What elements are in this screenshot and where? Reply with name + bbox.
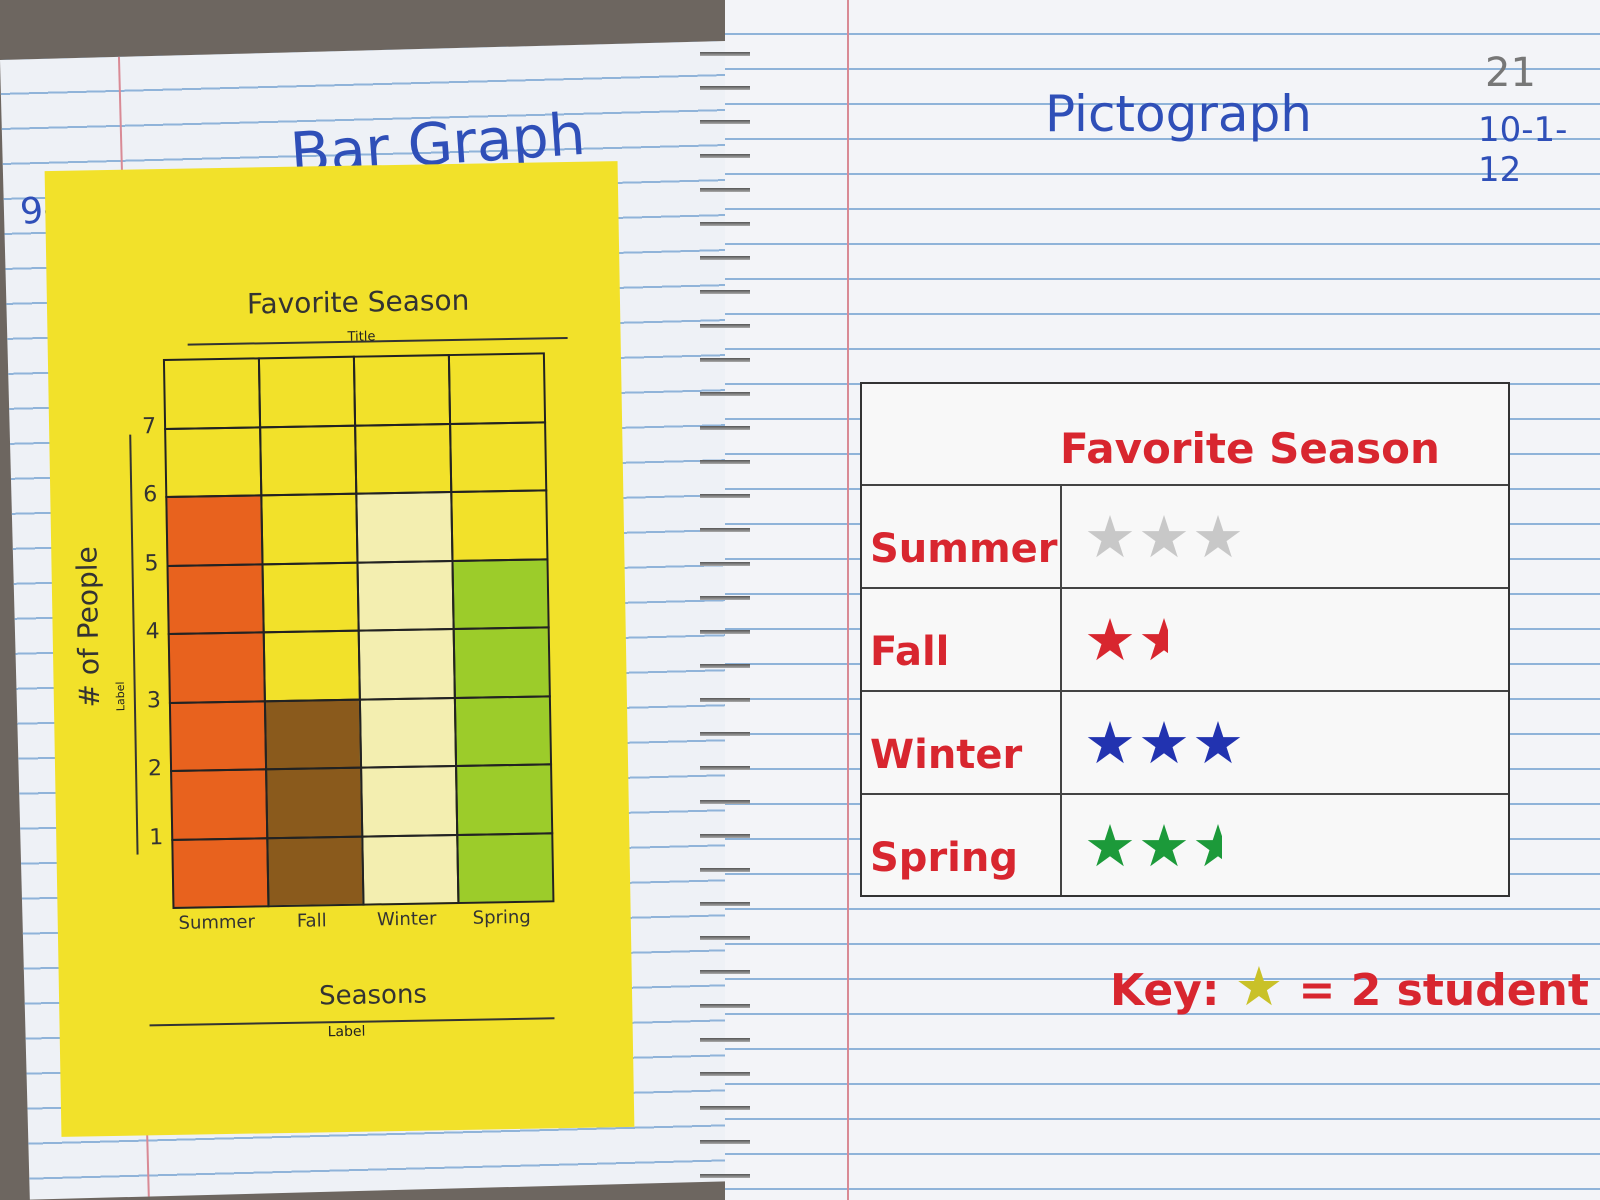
row-label: Fall bbox=[870, 629, 950, 675]
star-icon: ★ bbox=[1084, 709, 1138, 777]
grid-cell bbox=[352, 354, 452, 427]
x-tick-label: Winter bbox=[376, 908, 437, 931]
grid-cell bbox=[260, 492, 359, 565]
right-heading: Pictograph bbox=[1045, 85, 1312, 143]
grid-cell bbox=[360, 764, 459, 838]
pictograph-table: Favorite Season Summer ★★★ Fall ★★ Winter ★★★… bbox=[860, 382, 1510, 897]
bar-grid: 1 2 3 4 5 6 7 Summer Fall Winter Spring bbox=[142, 352, 555, 934]
grid-cell bbox=[455, 763, 554, 836]
star-icon: ★ bbox=[1138, 812, 1192, 880]
grid-cell bbox=[450, 489, 549, 562]
grid-cell bbox=[266, 835, 365, 908]
grid-cell bbox=[170, 768, 269, 841]
grid-cell bbox=[357, 627, 456, 701]
y-tick-label: 4 bbox=[145, 619, 160, 645]
grid-cell bbox=[257, 355, 357, 428]
y-tick-label: 7 bbox=[141, 413, 157, 439]
grid-cell bbox=[451, 557, 550, 631]
margin-line bbox=[847, 0, 849, 1200]
spiral-binding bbox=[700, 30, 750, 1200]
star-icon: ★ bbox=[1192, 503, 1246, 571]
pictograph-row-summer: Summer ★★★ bbox=[862, 484, 1508, 589]
pictograph-row-fall: Fall ★★ bbox=[862, 587, 1508, 692]
bar-chart-title: Favorite Season bbox=[246, 283, 470, 321]
key-star-icon: ★ bbox=[1234, 955, 1284, 1018]
grid-cell bbox=[165, 494, 264, 567]
pictograph-row-winter: Winter ★★★ bbox=[862, 690, 1508, 795]
grid-cell bbox=[167, 631, 266, 704]
grid-cell bbox=[456, 831, 555, 904]
grid-cell bbox=[168, 699, 268, 772]
pictograph-row-spring: Spring ★★★ bbox=[862, 793, 1508, 898]
row-label: Summer bbox=[870, 526, 1058, 572]
grid-cell bbox=[263, 698, 363, 771]
y-tick-label: 2 bbox=[147, 756, 163, 782]
right-date: 10-1-12 bbox=[1478, 110, 1568, 190]
key-prefix: Key: bbox=[1110, 965, 1220, 1016]
x-tick-label: Fall bbox=[296, 910, 327, 932]
y-tick-label: 1 bbox=[149, 824, 164, 850]
star-icon: ★ bbox=[1138, 709, 1192, 777]
bar-graph-sheet: Favorite Season Title 1 2 3 4 5 6 7 Summer Fall W… bbox=[44, 161, 635, 1137]
star-icon: ★ bbox=[1084, 503, 1138, 571]
grid-cell bbox=[265, 766, 364, 839]
y-label-caption: Label bbox=[113, 681, 128, 712]
x-axis-label: Seasons bbox=[318, 979, 428, 1012]
grid-cell bbox=[356, 559, 455, 632]
grid-cell bbox=[259, 424, 358, 497]
grid-cell bbox=[447, 352, 547, 425]
page-number: 21 bbox=[1485, 50, 1536, 96]
y-tick-label: 6 bbox=[143, 482, 158, 508]
key-suffix: = 2 student bbox=[1298, 965, 1589, 1016]
x-tick-label: Summer bbox=[178, 911, 256, 934]
grid-cell bbox=[449, 420, 548, 494]
star-icon: ★ bbox=[1138, 503, 1192, 571]
y-tick-label: 3 bbox=[146, 687, 162, 713]
grid-cell bbox=[354, 422, 453, 495]
star-icon: ★ bbox=[1084, 812, 1138, 880]
title-caption: Title bbox=[347, 329, 376, 345]
half-star-icon: ★ bbox=[1138, 611, 1168, 669]
grid-cell bbox=[452, 626, 551, 699]
grid-cell bbox=[166, 562, 265, 635]
grid-cell bbox=[453, 694, 553, 768]
grid-cell bbox=[162, 357, 262, 430]
grid-cell bbox=[355, 491, 454, 564]
star-icon: ★ bbox=[1084, 606, 1138, 674]
grid-cell bbox=[358, 696, 458, 769]
grid-cell bbox=[261, 561, 360, 634]
row-label: Winter bbox=[870, 732, 1023, 778]
star-icon: ★ bbox=[1192, 709, 1246, 777]
grid-cell bbox=[262, 629, 361, 702]
key: Key: ★ = 2 student bbox=[1110, 955, 1589, 1018]
x-label-caption: Label bbox=[327, 1023, 366, 1041]
grid-cell bbox=[361, 833, 460, 906]
y-tick-label: 5 bbox=[144, 550, 159, 576]
grid-cell bbox=[164, 425, 263, 499]
row-label: Spring bbox=[870, 835, 1018, 881]
y-axis-label: # of People bbox=[70, 545, 107, 708]
x-tick-label: Spring bbox=[472, 906, 531, 929]
half-star-icon: ★ bbox=[1192, 817, 1222, 875]
pictograph-title: Favorite Season bbox=[1060, 424, 1440, 473]
grid-cell bbox=[171, 836, 270, 909]
